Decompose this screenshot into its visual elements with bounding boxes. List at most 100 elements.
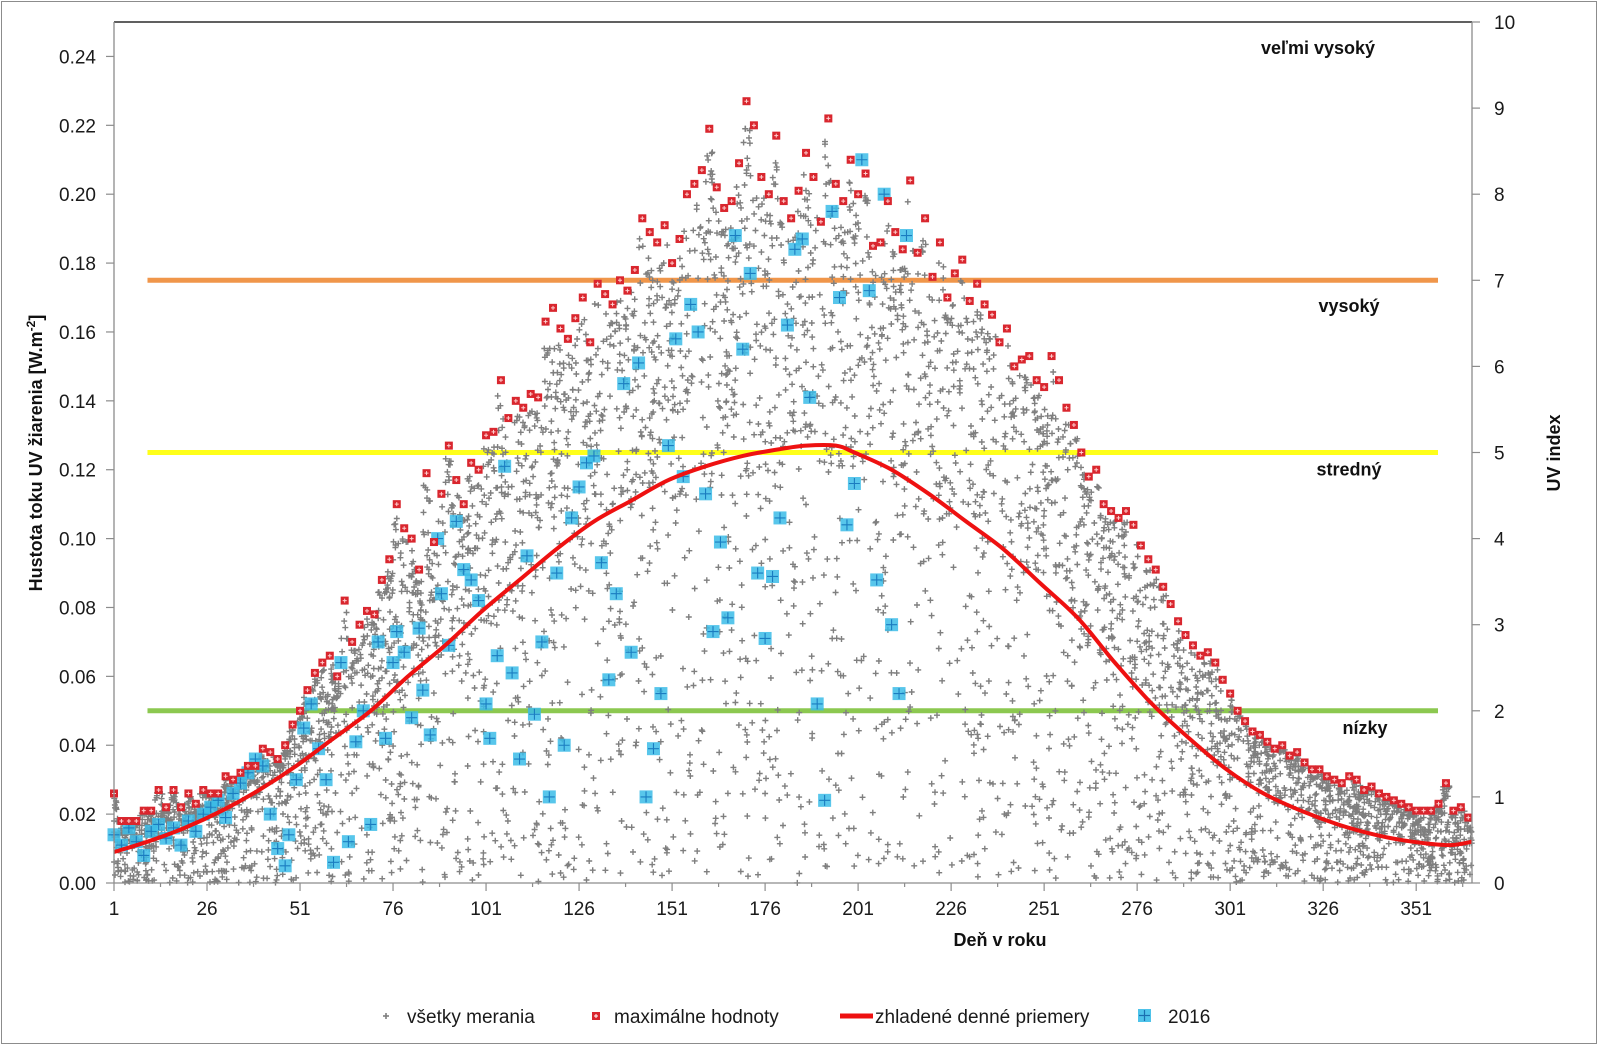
point-all-measurements bbox=[1350, 865, 1357, 871]
point-all-measurements bbox=[880, 325, 887, 331]
point-all-measurements bbox=[353, 669, 360, 676]
point-all-measurements bbox=[1425, 828, 1432, 835]
point-all-measurements bbox=[389, 570, 396, 577]
point-all-measurements bbox=[1193, 849, 1200, 856]
point-all-measurements bbox=[766, 856, 773, 863]
point-all-measurements bbox=[1120, 564, 1126, 571]
point-all-measurements bbox=[936, 869, 943, 876]
point-all-measurements bbox=[1163, 701, 1170, 708]
point-all-measurements bbox=[469, 877, 476, 883]
point-all-measurements bbox=[329, 808, 335, 815]
point-all-measurements bbox=[1271, 760, 1277, 767]
point-all-measurements bbox=[1351, 876, 1358, 883]
point-all-measurements bbox=[737, 275, 744, 282]
point-all-measurements bbox=[639, 243, 646, 250]
point-all-measurements bbox=[397, 780, 404, 787]
point-all-measurements bbox=[1329, 865, 1335, 872]
point-all-measurements bbox=[748, 288, 755, 295]
point-all-measurements bbox=[624, 716, 630, 722]
point-all-measurements bbox=[721, 318, 728, 324]
point-all-measurements bbox=[1079, 472, 1086, 478]
point-all-measurements bbox=[928, 423, 935, 430]
point-all-measurements bbox=[1300, 797, 1307, 804]
point-all-measurements bbox=[1267, 861, 1274, 868]
point-all-measurements bbox=[264, 856, 271, 863]
point-all-measurements bbox=[512, 528, 519, 534]
point-all-measurements bbox=[352, 814, 359, 821]
point-all-measurements bbox=[736, 558, 743, 565]
point-all-measurements bbox=[459, 543, 466, 550]
point-all-measurements bbox=[417, 722, 424, 729]
point-all-measurements bbox=[1121, 542, 1128, 549]
point-all-measurements bbox=[1345, 849, 1352, 856]
point-all-measurements bbox=[503, 812, 510, 819]
point-all-measurements bbox=[1245, 747, 1252, 754]
point-all-measurements bbox=[990, 780, 996, 787]
point-all-measurements bbox=[746, 241, 753, 248]
point-all-measurements bbox=[533, 501, 540, 508]
point-all-measurements bbox=[1366, 800, 1372, 807]
point-all-measurements bbox=[565, 352, 572, 359]
point-all-measurements bbox=[824, 556, 831, 563]
point-all-measurements bbox=[1201, 661, 1208, 668]
point-all-measurements bbox=[894, 853, 901, 860]
point-all-measurements bbox=[588, 540, 595, 547]
point-all-measurements bbox=[397, 696, 404, 703]
point-all-measurements bbox=[223, 876, 230, 883]
point-all-measurements bbox=[709, 149, 716, 156]
point-all-measurements bbox=[438, 844, 445, 851]
point-all-measurements bbox=[1289, 848, 1296, 855]
point-all-measurements bbox=[335, 680, 342, 687]
point-all-measurements bbox=[1417, 832, 1424, 839]
point-all-measurements bbox=[604, 471, 611, 478]
point-all-measurements bbox=[301, 694, 307, 701]
point-all-measurements bbox=[225, 833, 232, 840]
point-all-measurements bbox=[808, 320, 815, 326]
point-all-measurements bbox=[548, 606, 554, 613]
point-all-measurements bbox=[1044, 440, 1051, 447]
point-all-measurements bbox=[571, 561, 578, 568]
point-all-measurements bbox=[1069, 454, 1076, 461]
point-all-measurements bbox=[265, 846, 272, 853]
point-all-measurements bbox=[555, 342, 562, 349]
point-all-measurements bbox=[714, 598, 721, 605]
point-all-measurements bbox=[551, 618, 558, 625]
point-all-measurements bbox=[968, 731, 975, 738]
point-all-measurements bbox=[569, 386, 576, 393]
point-all-measurements bbox=[881, 270, 888, 277]
point-all-measurements bbox=[1209, 850, 1216, 857]
point-all-measurements bbox=[433, 715, 440, 722]
point-all-measurements bbox=[423, 677, 430, 684]
point-all-measurements bbox=[840, 240, 847, 247]
point-all-measurements bbox=[391, 728, 398, 735]
point-all-measurements bbox=[1095, 851, 1102, 858]
point-all-measurements bbox=[426, 793, 433, 800]
point-all-measurements bbox=[633, 406, 640, 413]
point-all-measurements bbox=[541, 403, 548, 410]
point-all-measurements bbox=[641, 372, 648, 379]
point-all-measurements bbox=[678, 364, 685, 371]
point-all-measurements bbox=[560, 643, 567, 650]
point-all-measurements bbox=[1223, 736, 1230, 743]
point-all-measurements bbox=[1194, 677, 1201, 684]
point-all-measurements bbox=[1214, 666, 1221, 673]
point-all-measurements bbox=[1005, 375, 1012, 382]
point-all-measurements bbox=[316, 731, 323, 738]
point-all-measurements bbox=[653, 654, 660, 661]
point-all-measurements bbox=[400, 663, 407, 670]
point-all-measurements bbox=[899, 511, 906, 518]
point-all-measurements bbox=[1441, 795, 1448, 802]
point-all-measurements bbox=[776, 797, 783, 803]
point-all-measurements bbox=[1098, 736, 1105, 743]
point-all-measurements bbox=[1124, 846, 1131, 853]
point-all-measurements bbox=[936, 516, 943, 523]
point-all-measurements bbox=[607, 341, 613, 348]
point-all-measurements bbox=[637, 280, 644, 287]
point-all-measurements bbox=[777, 219, 784, 226]
point-all-measurements bbox=[470, 550, 476, 557]
point-all-measurements bbox=[409, 618, 416, 625]
point-all-measurements bbox=[522, 455, 529, 462]
point-all-measurements bbox=[710, 768, 717, 774]
point-all-measurements bbox=[537, 443, 544, 449]
point-all-measurements bbox=[854, 852, 861, 859]
